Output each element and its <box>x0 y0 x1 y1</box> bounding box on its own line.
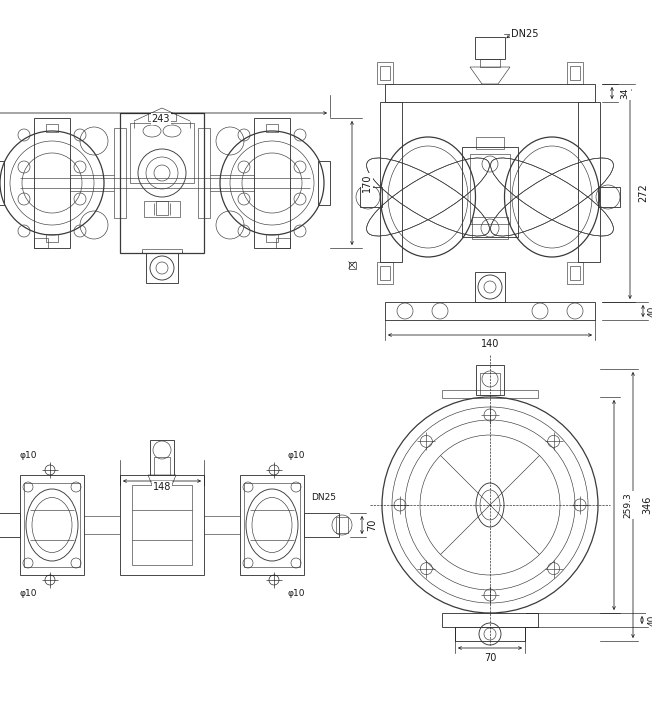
Bar <box>470 154 510 224</box>
Bar <box>114 128 126 218</box>
Bar <box>336 517 348 533</box>
Bar <box>567 62 583 84</box>
Bar <box>0 513 20 537</box>
Bar <box>385 84 595 102</box>
Text: 34: 34 <box>621 87 629 99</box>
Bar <box>360 187 382 207</box>
Bar <box>146 253 178 283</box>
Bar <box>570 266 580 280</box>
Bar <box>148 113 176 121</box>
Bar <box>570 66 580 80</box>
Bar <box>198 128 210 218</box>
Bar <box>480 59 500 67</box>
Bar <box>266 234 278 242</box>
Text: 346: 346 <box>642 496 652 514</box>
Bar <box>144 201 180 217</box>
Bar <box>442 613 538 627</box>
Text: φ10: φ10 <box>288 452 304 461</box>
Bar <box>475 272 505 302</box>
Bar <box>142 249 182 253</box>
Text: 259.3: 259.3 <box>623 492 632 518</box>
Bar <box>385 302 595 320</box>
Text: 272: 272 <box>638 184 648 202</box>
Bar <box>476 137 504 149</box>
Bar <box>380 102 402 262</box>
Text: 70: 70 <box>484 653 496 663</box>
Bar <box>24 483 80 567</box>
Bar <box>462 147 518 237</box>
Bar <box>120 475 204 575</box>
Bar <box>472 217 508 239</box>
Text: 40: 40 <box>647 614 652 625</box>
Bar <box>34 238 48 248</box>
Text: DN25: DN25 <box>312 493 336 501</box>
Bar <box>244 483 300 567</box>
Bar <box>240 475 304 575</box>
Bar <box>304 513 339 537</box>
Text: φ10: φ10 <box>20 589 37 598</box>
Bar <box>377 62 393 84</box>
Bar <box>349 262 355 269</box>
Bar <box>34 118 70 248</box>
Bar <box>150 440 174 475</box>
Bar <box>156 201 168 215</box>
Text: 148: 148 <box>153 482 171 492</box>
Bar <box>132 485 192 565</box>
Text: 140: 140 <box>481 339 499 349</box>
Text: φ10: φ10 <box>288 589 304 598</box>
Bar <box>318 161 330 205</box>
Bar <box>475 37 505 59</box>
Bar <box>254 118 290 248</box>
Text: 243: 243 <box>152 114 170 124</box>
Bar <box>154 457 170 475</box>
Text: φ10: φ10 <box>20 452 37 461</box>
Bar <box>567 262 583 284</box>
Text: DN25: DN25 <box>511 29 539 39</box>
Bar <box>476 365 504 395</box>
Bar <box>380 266 390 280</box>
Bar <box>0 161 4 205</box>
Bar <box>377 262 393 284</box>
Bar <box>598 187 620 207</box>
Bar <box>120 113 204 253</box>
Bar <box>455 627 525 641</box>
Bar <box>480 373 500 395</box>
Bar <box>578 102 600 262</box>
Bar <box>266 124 278 132</box>
Text: 40: 40 <box>647 306 652 317</box>
Bar <box>442 390 538 398</box>
Bar <box>46 124 58 132</box>
Bar <box>46 234 58 242</box>
Bar <box>130 123 194 183</box>
Bar <box>276 238 290 248</box>
Text: 170: 170 <box>362 174 372 192</box>
Bar <box>20 475 84 575</box>
Bar <box>380 66 390 80</box>
Text: 70: 70 <box>367 519 377 531</box>
